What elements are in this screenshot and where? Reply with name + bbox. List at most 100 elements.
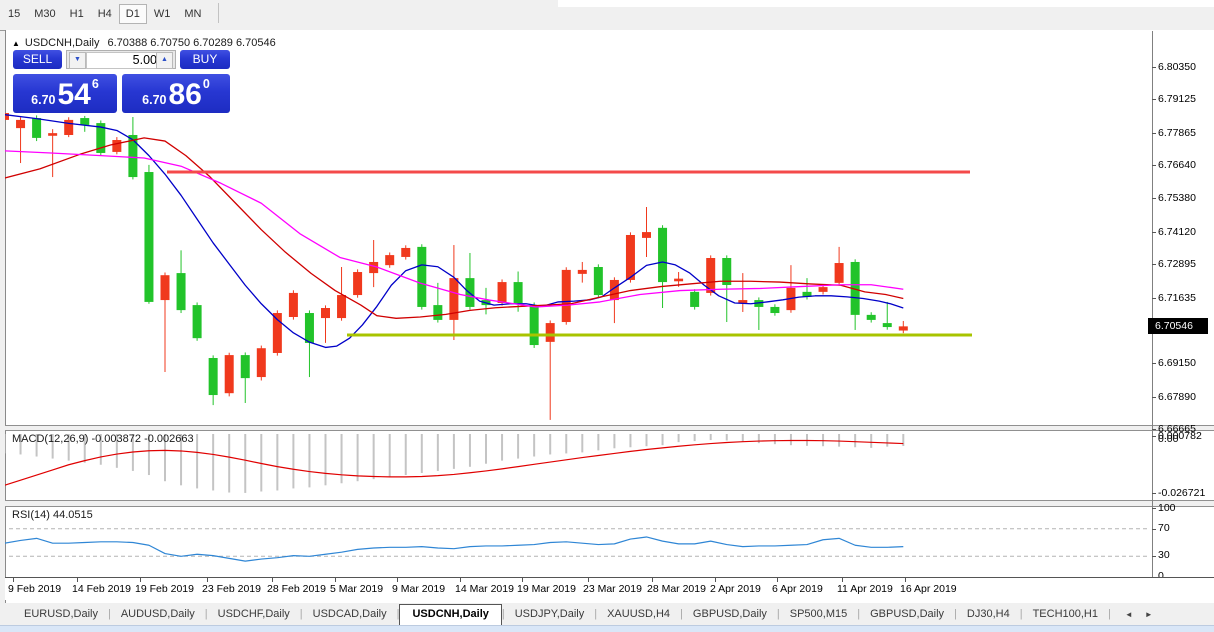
candle-body bbox=[593, 267, 603, 296]
candle-body bbox=[128, 134, 138, 178]
price-axis-label: 6.80350 bbox=[1158, 61, 1196, 73]
rsi-axis-70: 70 bbox=[1158, 522, 1170, 534]
candle-body bbox=[690, 291, 700, 307]
candle-body bbox=[208, 358, 218, 396]
date-axis-label: 6 Apr 2019 bbox=[772, 583, 823, 595]
tab-separator: | bbox=[594, 608, 598, 620]
candle-body bbox=[160, 275, 170, 301]
price-axis-tick bbox=[1152, 198, 1156, 200]
candle-body bbox=[433, 305, 443, 320]
timeframe-button-h4[interactable]: H4 bbox=[97, 8, 112, 20]
timeframe-button-d1[interactable]: D1 bbox=[118, 4, 147, 24]
price-axis-label: 6.77865 bbox=[1158, 126, 1196, 139]
macd-splitter[interactable] bbox=[5, 425, 1214, 431]
indicator-axis-tick bbox=[1152, 436, 1156, 438]
candle-body bbox=[5, 113, 9, 120]
rsi-indicator-chart[interactable] bbox=[5, 507, 1152, 577]
sell-button[interactable]: SELL bbox=[13, 50, 62, 69]
tab-xauusd-h4[interactable]: XAUUSD,H4 bbox=[607, 608, 671, 620]
candle-body bbox=[818, 287, 828, 292]
tab-separator: | bbox=[299, 608, 303, 620]
date-axis[interactable]: 9 Feb 2019 14 Feb 2019 19 Feb 2019 23 Feb 2… bbox=[5, 577, 1214, 600]
candle-body bbox=[561, 269, 571, 323]
date-axis-tick bbox=[335, 578, 336, 582]
chart-tab-bar: EURUSD,Daily | AUDUSD,Daily | USDCHF,Daily | U… bbox=[0, 603, 1214, 625]
candle-body bbox=[337, 295, 347, 319]
indicator-axis-tick bbox=[1152, 508, 1156, 509]
tab-separator: | bbox=[396, 608, 400, 620]
price-axis-label: 6.72895 bbox=[1158, 258, 1196, 271]
tab-usdcad-daily[interactable]: USDCAD,Daily bbox=[312, 608, 387, 620]
tab-gbpusd-daily[interactable]: GBPUSD,Daily bbox=[870, 608, 945, 620]
date-axis-tick bbox=[652, 578, 653, 582]
macd-indicator-chart[interactable] bbox=[5, 431, 1152, 500]
tab-scroll-left-button[interactable]: ◄ bbox=[1124, 609, 1133, 619]
volume-spinner: ▼ 5.00 ▲ bbox=[66, 50, 176, 69]
rsi-line bbox=[5, 536, 904, 562]
chart-ohlc-values: 6.70388 6.70750 6.70289 6.70546 bbox=[107, 37, 276, 49]
sell-price-prefix: 6.70 bbox=[31, 93, 56, 107]
current-price-badge: 6.70546 bbox=[1148, 318, 1208, 334]
tab-usdchf-daily[interactable]: USDCHF,Daily bbox=[217, 608, 290, 620]
timeframe-button-w1[interactable]: W1 bbox=[153, 8, 171, 20]
buy-price-pip: 0 bbox=[202, 77, 210, 91]
tab-usdjpy-daily[interactable]: USDJPY,Daily bbox=[514, 608, 585, 620]
date-axis-label: 5 Mar 2019 bbox=[330, 583, 384, 595]
tab-usdcnh-daily[interactable]: USDCNH,Daily bbox=[399, 604, 502, 625]
tab-separator: | bbox=[1108, 608, 1111, 620]
price-axis-label: 6.67890 bbox=[1158, 390, 1196, 403]
tab-dj30-h4[interactable]: DJ30,H4 bbox=[966, 608, 1010, 620]
price-axis-tick bbox=[1152, 165, 1156, 167]
rsi-axis-0: 0 bbox=[1158, 570, 1164, 582]
sell-price-display[interactable]: 6.70 54 6 bbox=[13, 74, 117, 113]
one-click-trade-panel: SELL ▼ 5.00 ▲ BUY 6.70 54 6 6.70 86 0 bbox=[13, 50, 230, 114]
price-axis-tick bbox=[1152, 363, 1156, 365]
volume-decrease-button[interactable]: ▼ bbox=[69, 52, 86, 69]
date-axis-label: 9 Feb 2019 bbox=[8, 583, 62, 595]
candle-body bbox=[272, 313, 282, 353]
buy-button[interactable]: BUY bbox=[180, 50, 230, 69]
status-strip bbox=[0, 625, 1214, 632]
macd-axis-bottom-label: -0.026721 bbox=[1158, 487, 1206, 499]
tab-gbpusd-daily[interactable]: GBPUSD,Daily bbox=[692, 608, 767, 620]
main-price-chart[interactable] bbox=[5, 31, 1152, 425]
tab-audusd-daily[interactable]: AUDUSD,Daily bbox=[120, 608, 195, 620]
tab-separator: | bbox=[857, 608, 861, 620]
candle-body bbox=[658, 227, 668, 283]
tab-tech100-h1[interactable]: TECH100,H1 bbox=[1032, 608, 1098, 620]
collapse-triangle-icon[interactable]: ▲ bbox=[12, 39, 20, 48]
timeframe-button-m30[interactable]: M30 bbox=[34, 8, 56, 20]
tab-separator: | bbox=[107, 608, 111, 620]
date-axis-tick bbox=[77, 578, 78, 582]
date-axis-tick bbox=[522, 578, 523, 582]
price-axis-tick bbox=[1152, 396, 1156, 398]
toolbar-notch bbox=[558, 0, 1214, 7]
indicator-axis-tick bbox=[1152, 577, 1156, 578]
candle-body bbox=[642, 232, 651, 238]
timeframe-button-15[interactable]: 15 bbox=[8, 8, 21, 20]
volume-input[interactable]: 5.00 bbox=[86, 52, 161, 69]
tab-eurusd-daily[interactable]: EURUSD,Daily bbox=[24, 608, 98, 620]
candle-body bbox=[96, 123, 106, 153]
sell-price-main: 54 bbox=[57, 78, 91, 111]
tab-separator: | bbox=[680, 608, 683, 620]
timeframe-button-mn[interactable]: MN bbox=[184, 8, 202, 20]
candle-body bbox=[353, 272, 363, 296]
candle-body bbox=[32, 118, 42, 138]
timeframe-button-h1[interactable]: H1 bbox=[69, 8, 84, 20]
price-axis-tick bbox=[1152, 429, 1156, 431]
date-axis-tick bbox=[905, 578, 906, 582]
candle-body bbox=[240, 355, 250, 379]
macd-signal-line bbox=[5, 439, 904, 486]
price-axis-tick bbox=[1152, 99, 1156, 101]
tab-separator: | bbox=[204, 608, 208, 620]
indicator-axis-tick bbox=[1152, 528, 1156, 530]
price-axis-tick bbox=[1152, 132, 1156, 134]
price-axis-divider bbox=[1152, 31, 1153, 600]
buy-price-display[interactable]: 6.70 86 0 bbox=[122, 74, 230, 113]
tab-sp500-m15[interactable]: SP500,M15 bbox=[789, 608, 848, 620]
rsi-splitter[interactable] bbox=[5, 500, 1214, 507]
tab-scroll-right-button[interactable]: ► bbox=[1144, 609, 1153, 619]
volume-increase-button[interactable]: ▲ bbox=[156, 52, 173, 69]
candle-body bbox=[321, 308, 330, 319]
